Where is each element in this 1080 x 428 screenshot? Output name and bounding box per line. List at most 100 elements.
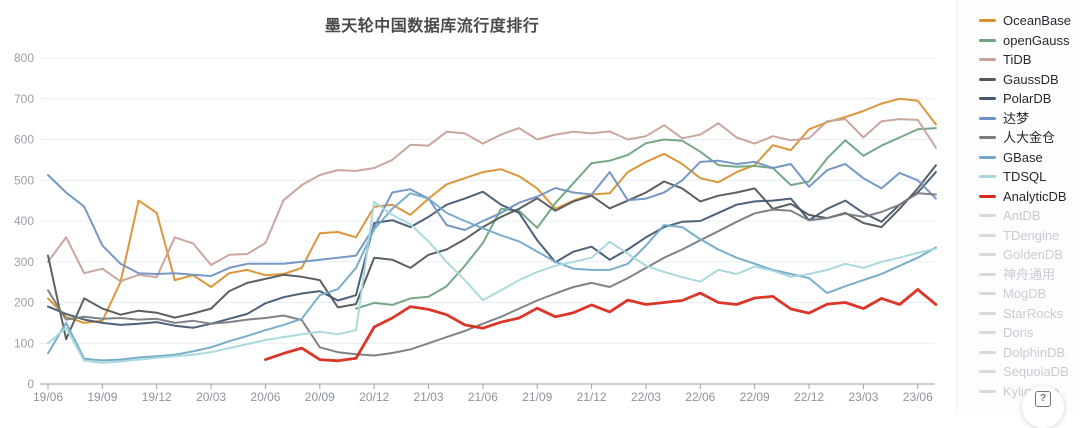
x-tick-label: 22/03	[631, 390, 661, 404]
legend-swatch	[979, 233, 996, 237]
legend-item-PolarDB[interactable]: PolarDB	[957, 89, 1080, 109]
legend-item-神舟通用[interactable]: 神舟通用	[957, 265, 1080, 285]
help-icon: ?	[1035, 391, 1051, 407]
help-button[interactable]: ?	[1022, 386, 1064, 428]
legend-swatch	[979, 389, 996, 393]
legend-swatch	[979, 155, 996, 159]
legend-label: TDengine	[1003, 227, 1060, 243]
x-tick-label: 19/12	[142, 390, 172, 404]
series-line-openGauss[interactable]	[355, 127, 937, 310]
legend-label: 神舟通用	[1003, 266, 1056, 282]
series-line-OceanBase[interactable]	[47, 97, 937, 324]
y-tick-label: 400	[14, 214, 34, 228]
legend-swatch	[979, 97, 996, 101]
x-tick-label: 20/03	[196, 390, 226, 404]
legend-swatch	[979, 175, 996, 179]
series-line-PolarDB[interactable]	[47, 171, 937, 329]
legend-label: GaussDB	[1003, 71, 1059, 87]
legend-label: Doris	[1003, 325, 1034, 341]
legend-label: TiDB	[1003, 52, 1032, 68]
y-tick-label: 0	[27, 377, 34, 391]
legend-swatch	[979, 331, 996, 335]
legend-swatch	[979, 311, 996, 315]
legend-swatch	[979, 38, 996, 42]
series-line-AnalyticDB[interactable]	[263, 288, 938, 363]
y-tick-label: 800	[14, 51, 34, 65]
x-tick-label: 20/09	[305, 390, 335, 404]
legend-label: MogDB	[1003, 286, 1047, 302]
legend-swatch	[979, 292, 996, 296]
legend-label: 达梦	[1003, 110, 1030, 126]
legend-item-GBase[interactable]: GBase	[957, 148, 1080, 168]
legend-label: DolphinDB	[1003, 344, 1066, 360]
x-tick-label: 19/09	[87, 390, 117, 404]
legend-label: AntDB	[1003, 208, 1041, 224]
x-tick-label: 20/12	[359, 390, 389, 404]
legend-label: GoldenDB	[1003, 247, 1063, 263]
legend-item-TDengine[interactable]: TDengine	[957, 226, 1080, 246]
legend-label: AnalyticDB	[1003, 188, 1067, 204]
legend-item-达梦[interactable]: 达梦	[957, 109, 1080, 129]
legend-swatch	[979, 253, 996, 257]
legend-item-人大金仓[interactable]: 人大金仓	[957, 128, 1080, 148]
legend-swatch	[979, 272, 996, 276]
series-line-GBase[interactable]	[47, 192, 937, 362]
legend-item-StarRocks[interactable]: StarRocks	[957, 304, 1080, 324]
legend-swatch	[979, 194, 996, 198]
legend-item-AnalyticDB[interactable]: AnalyticDB	[957, 187, 1080, 207]
legend-swatch	[979, 77, 996, 81]
x-tick-label: 21/06	[468, 390, 498, 404]
y-tick-label: 600	[14, 133, 34, 147]
legend-label: StarRocks	[1003, 305, 1063, 321]
x-tick-label: 22/12	[794, 390, 824, 404]
legend-item-TDSQL[interactable]: TDSQL	[957, 167, 1080, 187]
popularity-chart: 墨天轮中国数据库流行度排行 0 100 200 300 400 500 600 700 800 1…	[14, 18, 938, 404]
x-tick-label: 22/06	[685, 390, 715, 404]
legend-list: OceanBase openGauss TiDB GaussDB PolarDB 达梦人大…	[957, 11, 1080, 401]
x-tick-label: 23/06	[903, 390, 933, 404]
legend-label: PolarDB	[1003, 91, 1052, 107]
legend-label: openGauss	[1003, 32, 1070, 48]
line-chart-canvas: 0 100 200 300 400 500 600 700 800 19/06 19/09 19/12…	[14, 51, 938, 404]
legend-item-openGauss[interactable]: openGauss	[957, 31, 1080, 51]
series-line-GaussDB[interactable]	[47, 164, 937, 341]
series-line-TiDB[interactable]	[47, 118, 937, 283]
legend-label: GBase	[1003, 149, 1043, 165]
legend-item-MogDB[interactable]: MogDB	[957, 284, 1080, 304]
legend-swatch	[979, 350, 996, 354]
legend-item-AntDB[interactable]: AntDB	[957, 206, 1080, 226]
y-tick-label: 300	[14, 255, 34, 269]
legend-item-Doris[interactable]: Doris	[957, 323, 1080, 343]
y-tick-label: 200	[14, 296, 34, 310]
chart-title: 墨天轮中国数据库流行度排行	[324, 18, 540, 35]
x-tick-label: 21/12	[577, 390, 607, 404]
x-tick-label: 22/09	[740, 390, 770, 404]
legend-swatch	[979, 370, 996, 374]
x-tick-label: 21/09	[522, 390, 552, 404]
legend-item-OceanBase[interactable]: OceanBase	[957, 11, 1080, 31]
x-tick-label: 20/06	[250, 390, 280, 404]
legend-item-DolphinDB[interactable]: DolphinDB	[957, 343, 1080, 363]
series-line-达梦[interactable]	[47, 159, 937, 277]
y-tick-label: 700	[14, 92, 34, 106]
legend-swatch	[979, 19, 996, 23]
series-line-TDSQL[interactable]	[47, 200, 937, 364]
legend-swatch	[979, 116, 996, 120]
legend-item-SequoiaDB[interactable]: SequoiaDB	[957, 362, 1080, 382]
legend-item-TiDB[interactable]: TiDB	[957, 50, 1080, 70]
series-line-人大金仓[interactable]	[47, 192, 937, 357]
y-tick-label: 500	[14, 173, 34, 187]
legend-label: TDSQL	[1003, 169, 1047, 185]
legend-item-GaussDB[interactable]: GaussDB	[957, 70, 1080, 90]
x-tick-label: 19/06	[33, 390, 63, 404]
x-tick-label: 23/03	[848, 390, 878, 404]
y-tick-label: 100	[14, 336, 34, 350]
x-tick-label: 21/03	[414, 390, 444, 404]
legend-panel: OceanBase openGauss TiDB GaussDB PolarDB 达梦人大…	[956, 0, 1080, 414]
legend-label: SequoiaDB	[1003, 364, 1069, 380]
legend-label: OceanBase	[1003, 13, 1071, 29]
legend-label: 人大金仓	[1003, 130, 1056, 146]
legend-swatch	[979, 214, 996, 218]
legend-item-GoldenDB[interactable]: GoldenDB	[957, 245, 1080, 265]
legend-swatch	[979, 58, 996, 62]
